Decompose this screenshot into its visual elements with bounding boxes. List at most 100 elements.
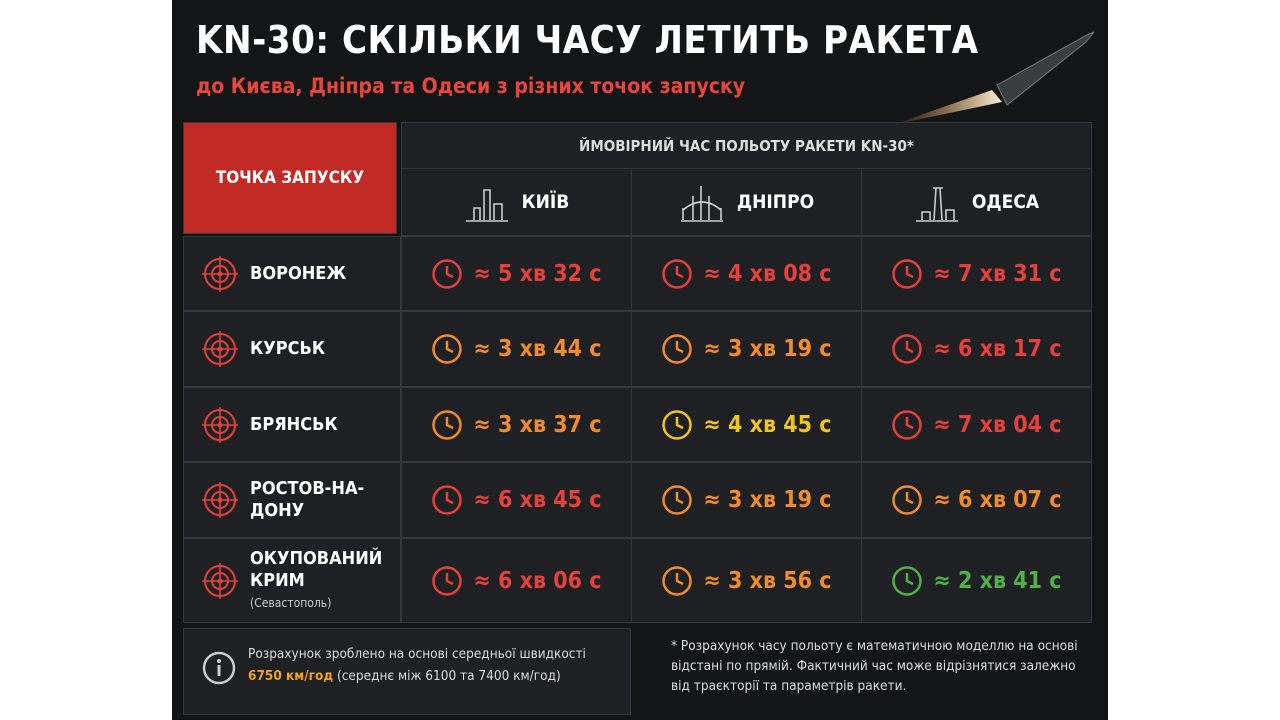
clock-hands bbox=[676, 492, 685, 505]
origin-cell: ВОРОНЕЖ bbox=[183, 236, 401, 311]
clock-face bbox=[432, 334, 463, 364]
city-icon bbox=[465, 189, 508, 222]
clock-hands bbox=[906, 492, 915, 505]
clock-icon bbox=[432, 565, 463, 596]
target-icon bbox=[202, 406, 238, 443]
city-label: КИЇВ bbox=[521, 191, 570, 213]
flight-time: ≈ 5 хв 32 с bbox=[473, 260, 602, 287]
city-header: КИЇВ bbox=[401, 168, 632, 236]
origin-label: РОСТОВ-НА-ДОНУ bbox=[250, 478, 365, 521]
flight-time: ≈ 7 хв 04 с bbox=[933, 411, 1062, 438]
clock-icon bbox=[892, 258, 923, 289]
flight-time: ≈ 6 хв 17 с bbox=[933, 336, 1062, 362]
clock-face bbox=[662, 334, 693, 364]
city-label: ОДЕСА bbox=[971, 191, 1040, 213]
range: (середнє між 6100 та 7400 км/год) bbox=[337, 668, 561, 684]
time-cell: ≈ 7 хв 31 с bbox=[861, 236, 1092, 311]
flight-time: ≈ 6 хв 45 с bbox=[473, 487, 602, 513]
clock-hands bbox=[906, 265, 915, 278]
flight-time: ≈ 6 хв 07 с bbox=[933, 487, 1062, 513]
city-header: ДНІПРО bbox=[631, 168, 862, 236]
flight-time: ≈ 2 хв 41 с bbox=[933, 567, 1062, 594]
basis: Розрахунок зроблено на основі середньої … bbox=[248, 646, 586, 662]
clock-hands bbox=[676, 416, 685, 429]
corner-label: ТОЧКА ЗАПУСКУ bbox=[215, 168, 365, 188]
icon-shape bbox=[682, 186, 722, 220]
origin-note: (Севастополь) bbox=[250, 595, 332, 610]
speed: 6750 км/год bbox=[248, 668, 334, 684]
icon-shape bbox=[921, 187, 955, 221]
target-cross bbox=[202, 255, 238, 292]
clock-hands bbox=[906, 416, 915, 429]
city-icon bbox=[680, 186, 723, 222]
city-label: ДНІПРО bbox=[736, 191, 815, 213]
target-icon bbox=[202, 562, 238, 599]
time-cell: ≈ 3 хв 19 с bbox=[631, 311, 862, 387]
flight-time: ≈ 4 хв 08 с bbox=[703, 260, 832, 287]
origin-cell: КУРСЬК bbox=[183, 311, 401, 387]
clock-icon bbox=[662, 409, 693, 440]
time-cell: ≈ 6 хв 17 с bbox=[861, 311, 1092, 387]
clock-icon bbox=[432, 409, 463, 440]
target-icon bbox=[202, 331, 238, 367]
origin-label: БРЯНСЬК bbox=[250, 413, 338, 435]
clock-face bbox=[892, 565, 923, 596]
target-icon bbox=[202, 255, 238, 292]
clock-icon bbox=[662, 334, 693, 364]
origin-cell: ОКУПОВАНИЙ КРИМ (Севастополь) bbox=[183, 538, 401, 623]
flight-time: ≈ 7 хв 31 с bbox=[933, 260, 1062, 287]
target-cross bbox=[202, 331, 238, 367]
clock-face bbox=[432, 409, 463, 440]
clock-face bbox=[662, 258, 693, 289]
flight-time: ≈ 6 хв 06 с bbox=[473, 567, 602, 594]
clock-hands bbox=[446, 492, 455, 505]
clock-face bbox=[662, 485, 693, 515]
time-cell: ≈ 6 хв 07 с bbox=[861, 462, 1092, 538]
corner-cell: ТОЧКА ЗАПУСКУ bbox=[183, 122, 397, 234]
clock-icon bbox=[892, 409, 923, 440]
clock-icon bbox=[662, 258, 693, 289]
target-cross bbox=[202, 562, 238, 599]
disclaimer: * Розрахунок часу польоту є математичною… bbox=[671, 638, 1078, 694]
time-cell: ≈ 3 хв 44 с bbox=[401, 311, 632, 387]
origin-cell: РОСТОВ-НА-ДОНУ bbox=[183, 462, 401, 538]
time-cell: ≈ 7 хв 04 с bbox=[861, 387, 1092, 462]
flight-time: ≈ 3 хв 44 с bbox=[473, 336, 602, 362]
flight-time: ≈ 3 хв 19 с bbox=[703, 487, 832, 513]
time-cell: ≈ 6 хв 45 с bbox=[401, 462, 632, 538]
clock-hands bbox=[906, 341, 915, 354]
icon-shape bbox=[472, 189, 503, 220]
clock-icon bbox=[892, 334, 923, 364]
time-cell: ≈ 3 хв 19 с bbox=[631, 462, 862, 538]
clock-icon bbox=[892, 485, 923, 515]
time-cell: ≈ 2 хв 41 с bbox=[861, 538, 1092, 623]
title: KN-30: СКІЛЬКИ ЧАСУ ЛЕТИТЬ РАКЕТА bbox=[196, 18, 979, 62]
origin-text: РОСТОВ-НА-ДОНУ bbox=[250, 478, 400, 522]
time-cell: ≈ 6 хв 06 с bbox=[401, 538, 632, 623]
origin-cell: БРЯНСЬК bbox=[183, 387, 401, 462]
city-icon bbox=[915, 187, 958, 222]
clock-icon bbox=[432, 334, 463, 364]
clock-face bbox=[432, 485, 463, 515]
clock-face bbox=[432, 258, 463, 289]
origin-label: КУРСЬК bbox=[250, 338, 326, 359]
speed-note: Розрахунок зроблено на основі середньої … bbox=[183, 628, 631, 715]
origin-text: ОКУПОВАНИЙ КРИМ (Севастополь) bbox=[250, 548, 382, 614]
flight-time: ≈ 3 хв 37 с bbox=[473, 411, 602, 438]
clock-face bbox=[892, 334, 923, 364]
clock-hands bbox=[446, 416, 455, 429]
time-cell: ≈ 3 хв 37 с bbox=[401, 387, 632, 462]
clock-hands bbox=[676, 341, 685, 354]
clock-icon bbox=[662, 565, 693, 596]
origin-label: ВОРОНЕЖ bbox=[250, 262, 347, 284]
clock-hands bbox=[446, 341, 455, 354]
city-header: ОДЕСА bbox=[861, 168, 1092, 236]
origin-text: БРЯНСЬК bbox=[250, 414, 338, 436]
group-header: ЙМОВІРНИЙ ЧАС ПОЛЬОТУ РАКЕТИ KN-30* bbox=[401, 122, 1092, 169]
rocket-illustration bbox=[892, 31, 1095, 125]
info-icon bbox=[202, 651, 236, 685]
clock-face bbox=[892, 409, 923, 440]
flight-time: ≈ 3 хв 56 с bbox=[703, 567, 832, 594]
clock-hands bbox=[446, 265, 455, 278]
